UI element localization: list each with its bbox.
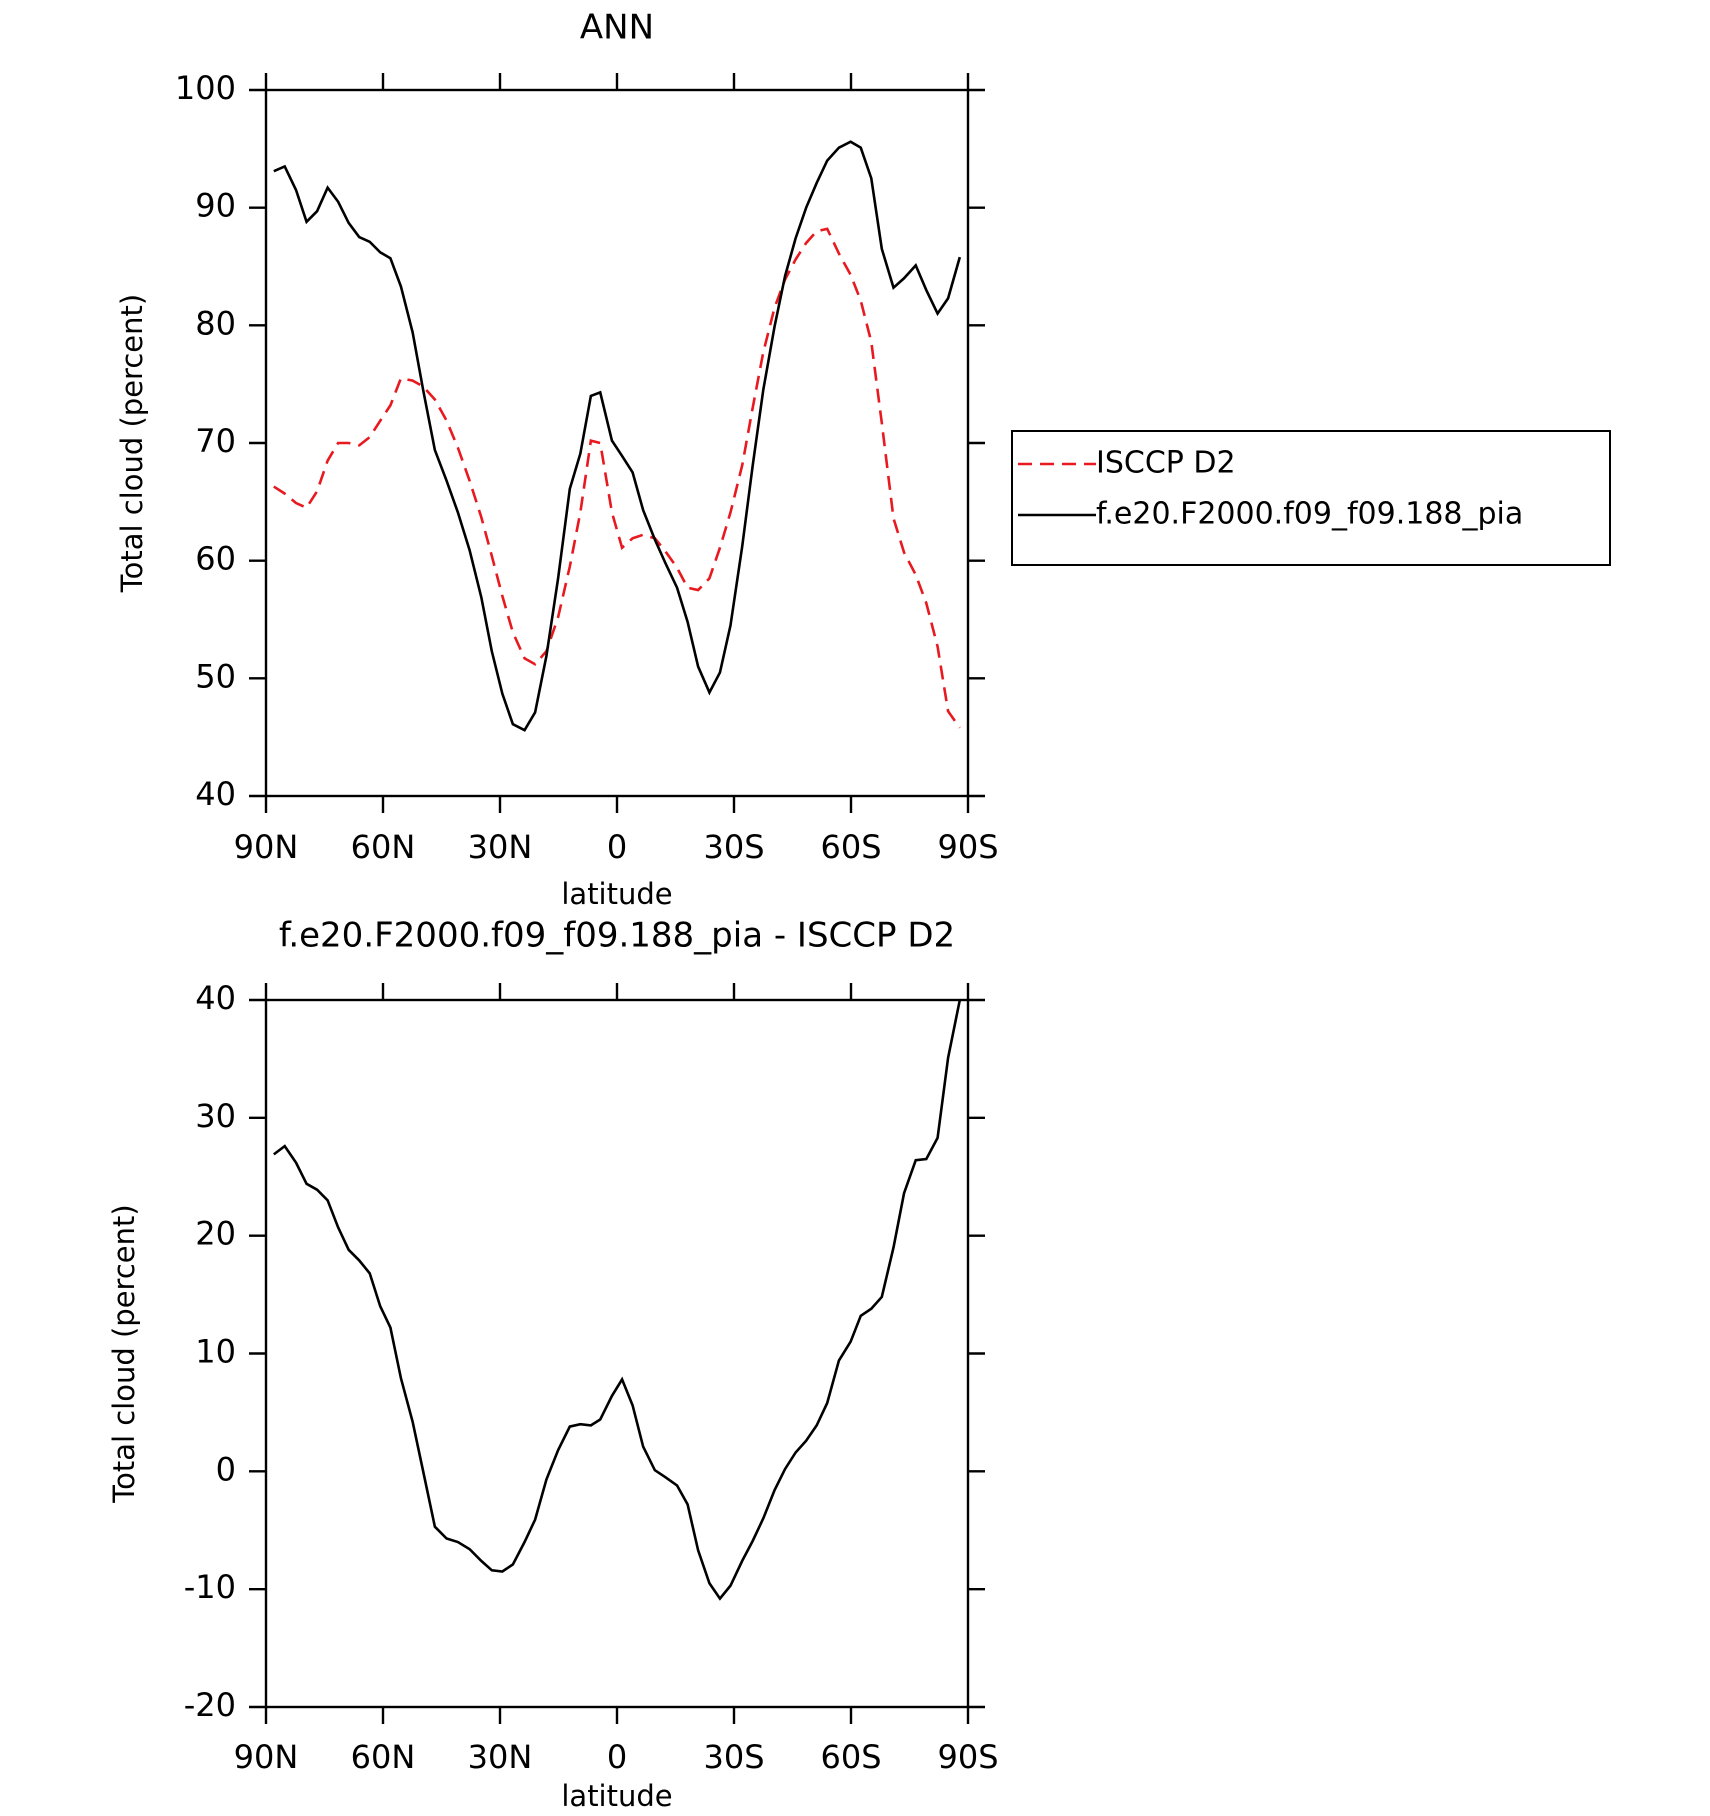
y-tick-label: 70 [195, 422, 236, 460]
y-tick-label: 40 [195, 979, 236, 1017]
y-tick-label: 80 [195, 304, 236, 342]
x-tick-label: 30S [703, 828, 764, 866]
y-tick-label: -20 [184, 1686, 236, 1724]
y-tick-label: 50 [195, 657, 236, 695]
y-tick-label: 0 [216, 1450, 236, 1488]
y-axis-label: Total cloud (percent) [115, 294, 149, 593]
x-tick-label: 90S [937, 828, 998, 866]
x-tick-label: 90N [234, 828, 299, 866]
y-tick-label: -10 [184, 1568, 236, 1606]
x-tick-label: 30N [468, 1738, 533, 1776]
legend: ISCCP D2 f.e20.F2000.f09_f09.188_pia [1011, 430, 1611, 566]
x-tick-label: 60S [820, 1738, 881, 1776]
x-tick-label: 90S [937, 1738, 998, 1776]
y-axis-label: Total cloud (percent) [107, 1204, 141, 1503]
x-tick-label: 60S [820, 828, 881, 866]
y-tick-label: 60 [195, 540, 236, 578]
x-tick-label: 0 [607, 828, 627, 866]
y-tick-label: 10 [195, 1333, 236, 1371]
x-tick-label: 60N [351, 1738, 416, 1776]
x-tick-label: 30N [468, 828, 533, 866]
x-axis-label: latitude [561, 1779, 672, 1813]
y-tick-label: 30 [195, 1097, 236, 1135]
x-tick-label: 0 [607, 1738, 627, 1776]
plot-frame [264, 88, 970, 798]
data-line [273, 140, 962, 732]
y-tick-label: 100 [175, 69, 236, 107]
y-tick-label: 90 [195, 187, 236, 225]
chart-title: f.e20.F2000.f09_f09.188_pia - ISCCP D2 [279, 916, 955, 956]
legend-label: f.e20.F2000.f09_f09.188_pia [1096, 497, 1523, 532]
y-tick-label: 40 [195, 775, 236, 813]
plot-frame [264, 998, 970, 1709]
x-tick-label: 60N [351, 828, 416, 866]
y-tick-label: 20 [195, 1215, 236, 1253]
x-axis-label: latitude [561, 877, 672, 911]
x-tick-label: 30S [703, 1738, 764, 1776]
legend-box [1011, 430, 1611, 566]
x-tick-label: 90N [234, 1738, 299, 1776]
legend-label: ISCCP D2 [1096, 446, 1236, 481]
data-line [273, 999, 962, 1601]
data-line [273, 227, 961, 729]
chart-title: ANN [580, 8, 654, 48]
